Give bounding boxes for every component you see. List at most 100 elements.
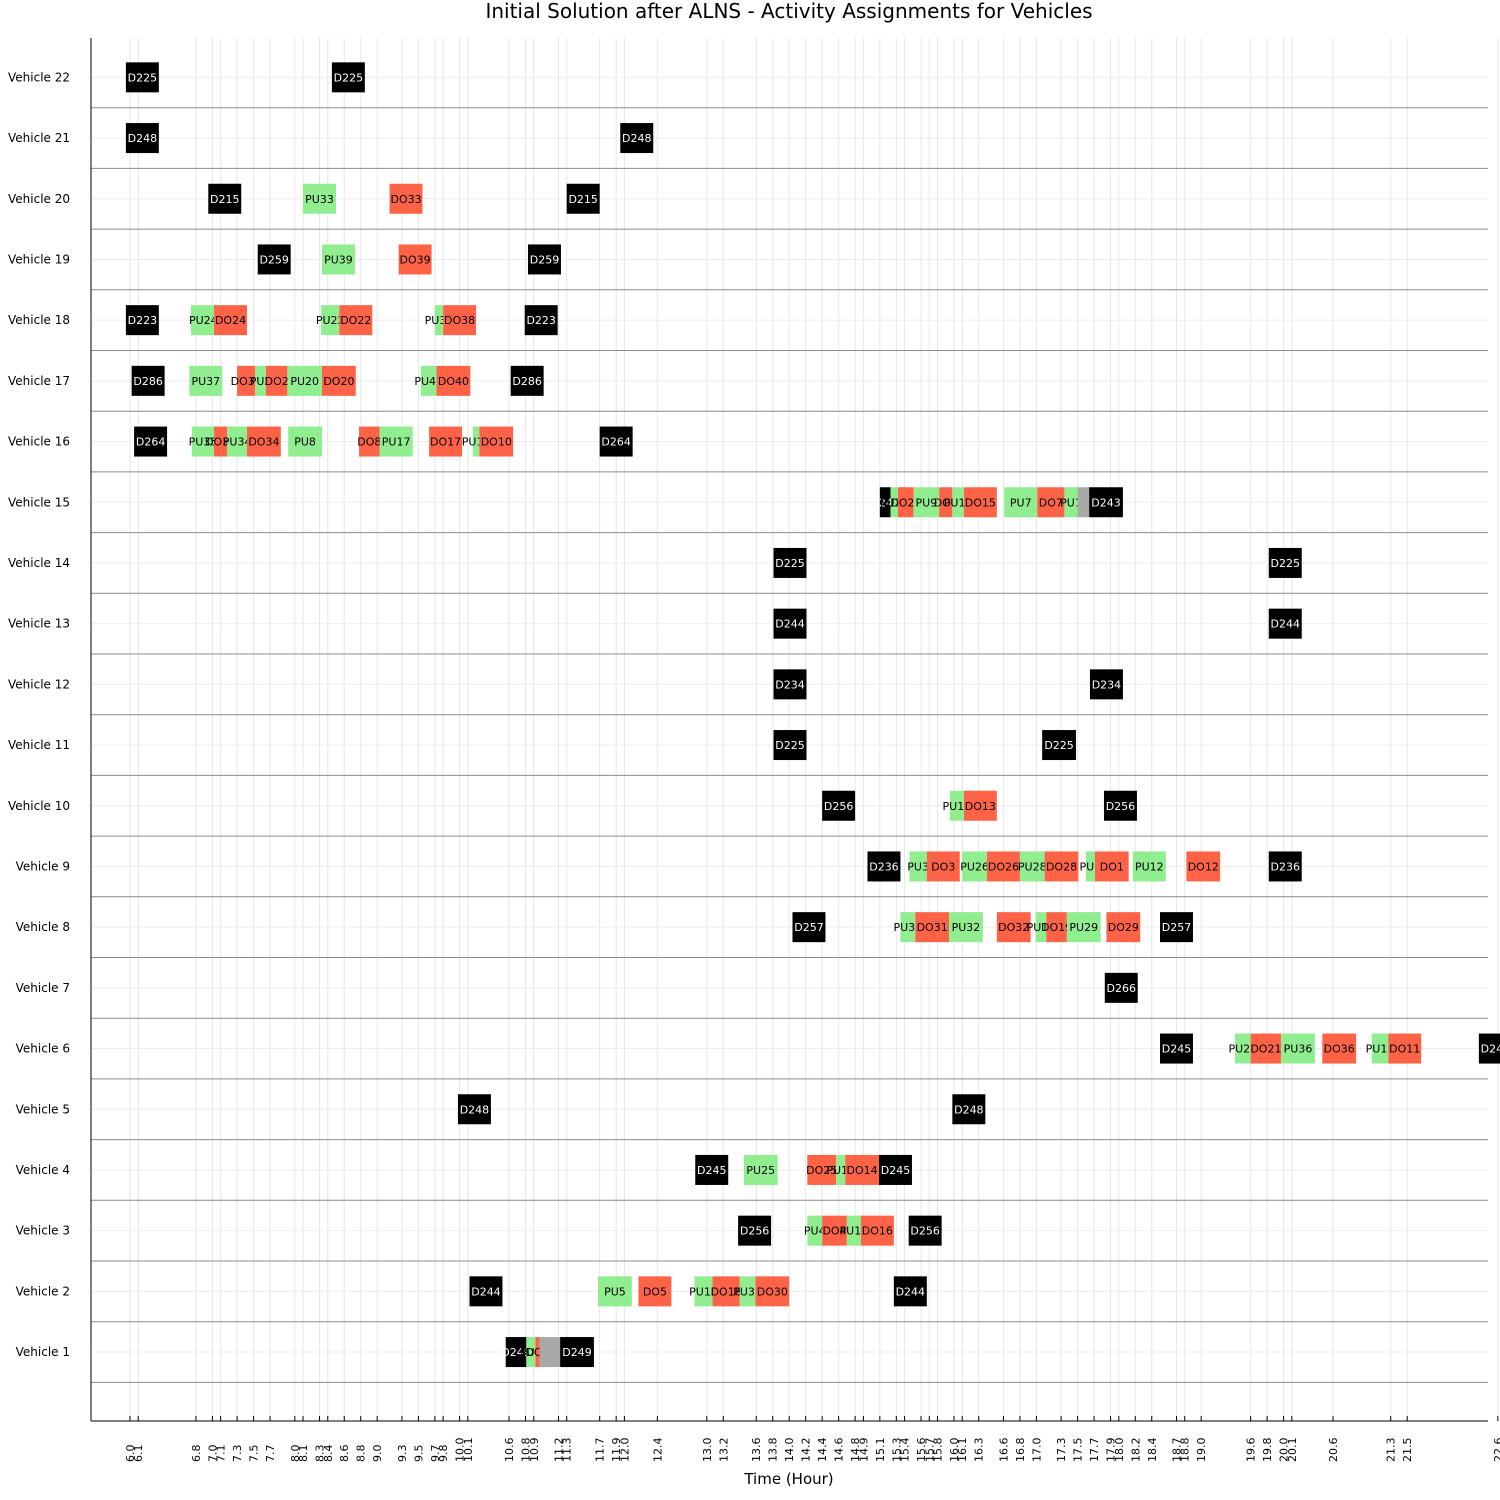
x-tick-label: 17.9 (1105, 1438, 1118, 1463)
activity-bar-depot (867, 851, 901, 882)
activity-label: D245 (1481, 1043, 1500, 1056)
activity-label: D236 (1271, 860, 1300, 873)
activity-bar-dropoff (1037, 487, 1065, 518)
activity-bar-dropoff (247, 426, 281, 457)
activity-label: D264 (601, 436, 630, 449)
vehicle-label: Vehicle 12 (8, 677, 70, 691)
activity-label: PU18 (689, 1285, 718, 1298)
vehicle-label: Vehicle 18 (8, 313, 70, 327)
activity-bar-depot (738, 1215, 772, 1246)
x-tick-label: 7.0 (206, 1445, 219, 1463)
vehicle-label: Vehicle 9 (16, 859, 70, 873)
activity-label: D225 (334, 71, 363, 84)
activity-bar-dropoff (1044, 851, 1079, 882)
activity-label: PU3 (907, 860, 929, 873)
activity-bar-dropoff (1094, 851, 1129, 882)
activity-label: D248 (460, 1103, 489, 1116)
x-tick-label: 17.0 (1030, 1438, 1043, 1463)
x-tick-label: 19.8 (1261, 1438, 1274, 1463)
x-tick-label: 13.6 (750, 1438, 763, 1463)
activity-bar-depot (257, 244, 291, 275)
vehicle-label: Vehicle 16 (8, 435, 70, 449)
activity-bar-depot (893, 1276, 927, 1307)
vehicle-label: Vehicle 2 (16, 1284, 70, 1298)
activity-bar-dropoff (755, 1276, 790, 1307)
activity-label: DO20 (323, 375, 354, 388)
vehicle-label: Vehicle 14 (8, 556, 70, 570)
x-tick-label: 15.7 (923, 1438, 936, 1463)
activity-bar-pickup (1085, 851, 1095, 882)
x-tick-label: 10.6 (503, 1438, 516, 1463)
activity-label: PU25 (746, 1164, 775, 1177)
activity-bar-depot (1089, 669, 1123, 700)
x-tick-label: 18.0 (1113, 1438, 1126, 1463)
activity-label: D264 (136, 436, 165, 449)
activity-label: DO18 (711, 1285, 742, 1298)
activity-bar-pickup (191, 426, 215, 457)
activity-label: D234 (1092, 678, 1121, 691)
x-tick-label: 15.8 (932, 1438, 945, 1463)
activity-label: DO2 (265, 375, 289, 388)
activity-label: DO16 (862, 1225, 893, 1238)
x-tick-label: 6.0 (124, 1445, 137, 1463)
activity-label: PU11 (1366, 1043, 1395, 1056)
activity-bar-pickup (1066, 912, 1101, 943)
x-tick-label: 11.9 (610, 1438, 623, 1463)
activity-label: D249 (562, 1346, 591, 1359)
activity-bar-pickup (472, 426, 480, 457)
activity-label: PU9 (916, 496, 938, 509)
x-tick-label: 16.3 (973, 1438, 986, 1463)
x-tick-label: 14.6 (833, 1438, 846, 1463)
activity-label: PU12 (1135, 860, 1164, 873)
x-tick-label: 9.7 (429, 1445, 442, 1463)
activity-bar-dropoff (339, 305, 373, 336)
activity-bar-pickup (189, 365, 223, 396)
vehicle-label: Vehicle 1 (16, 1345, 70, 1359)
chart-title: Initial Solution after ALNS - Activity A… (485, 0, 1092, 23)
activity-label: DO13 (965, 800, 996, 813)
vehicle-label: Vehicle 20 (8, 192, 70, 206)
x-tick-label: 6.8 (190, 1445, 203, 1463)
activity-bar-depot (822, 790, 856, 821)
x-tick-label: 20.6 (1327, 1438, 1340, 1463)
activity-bar-dropoff (845, 1154, 880, 1185)
x-tick-label: 12.4 (651, 1438, 664, 1463)
activity-label: DO34 (248, 436, 279, 449)
activity-bar-pickup (1281, 1033, 1315, 1064)
activity-label: DO31 (917, 921, 948, 934)
activity-bar-dropoff (237, 365, 256, 396)
vehicle-label: Vehicle 11 (8, 738, 70, 752)
activity-label: DO32 (998, 921, 1029, 934)
activity-bar-dropoff (389, 183, 423, 214)
vehicle-label: Vehicle 21 (8, 131, 70, 145)
activity-bar-depot (524, 305, 558, 336)
activity-bar-depot (125, 62, 159, 93)
activity-label: D245 (697, 1164, 726, 1177)
x-tick-label: 9.3 (396, 1445, 409, 1463)
activity-bars: D225 D225 D248 D248 D215 PU33 DO33 D215 D259 PU39… (125, 62, 1500, 1368)
activity-bar-pickup (321, 244, 355, 275)
x-tick-label: 19.0 (1195, 1438, 1208, 1463)
activity-label: D244 (775, 618, 804, 631)
vehicle-label: Vehicle 8 (16, 920, 70, 934)
activity-label: DO30 (757, 1285, 788, 1298)
activity-bar-depot (1160, 912, 1193, 943)
x-tick-label: 20.1 (1286, 1438, 1299, 1463)
x-tick-label: 16.1 (956, 1438, 969, 1463)
activity-bar-depot (505, 1337, 527, 1368)
activity-label: DO11 (1389, 1043, 1420, 1056)
x-tick-label: 15.3 (890, 1438, 903, 1463)
activity-label: DO10 (481, 436, 512, 449)
vehicle-row-separators (91, 107, 1488, 1383)
activity-label: DO38 (444, 314, 475, 327)
activity-label: D244 (896, 1285, 925, 1298)
vehicle-label: Vehicle 7 (16, 981, 70, 995)
activity-bar-depot (620, 123, 654, 154)
x-tick-label: 8.1 (297, 1445, 310, 1463)
activity-label: DO33 (390, 193, 421, 206)
activity-bar-dropoff (807, 1154, 837, 1185)
x-tick-label: 7.3 (231, 1445, 244, 1463)
activity-label: PU5 (604, 1285, 626, 1298)
activity-bar-dropoff (1322, 1033, 1357, 1064)
activity-label: D215 (210, 193, 239, 206)
